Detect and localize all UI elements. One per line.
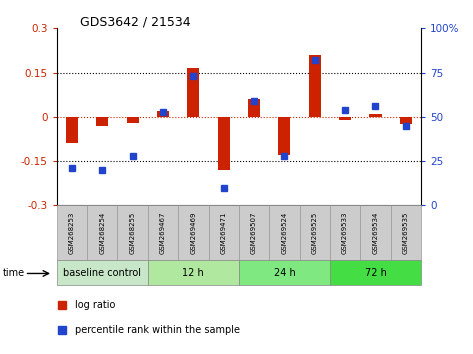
Bar xyxy=(117,205,148,260)
Text: log ratio: log ratio xyxy=(75,300,115,310)
Text: GSM269525: GSM269525 xyxy=(312,212,318,254)
Bar xyxy=(157,111,169,117)
Bar xyxy=(218,117,230,170)
Text: GSM269533: GSM269533 xyxy=(342,211,348,254)
Bar xyxy=(369,114,382,117)
Bar xyxy=(66,117,78,143)
Bar xyxy=(148,205,178,260)
Text: percentile rank within the sample: percentile rank within the sample xyxy=(75,325,240,335)
Bar xyxy=(239,205,269,260)
Bar xyxy=(239,260,330,285)
Bar xyxy=(148,260,239,285)
Text: 12 h: 12 h xyxy=(183,268,204,278)
Bar xyxy=(178,205,209,260)
Bar xyxy=(339,117,351,120)
Bar xyxy=(278,117,290,155)
Bar xyxy=(330,205,360,260)
Bar xyxy=(87,205,117,260)
Bar xyxy=(360,205,391,260)
Bar xyxy=(96,117,108,126)
Text: GSM268254: GSM268254 xyxy=(99,212,105,254)
Bar xyxy=(330,260,421,285)
Bar xyxy=(127,117,139,123)
Text: GSM269469: GSM269469 xyxy=(190,211,196,254)
Bar xyxy=(391,205,421,260)
Text: GSM269524: GSM269524 xyxy=(281,212,288,254)
Bar xyxy=(309,55,321,117)
Bar xyxy=(187,68,200,117)
Text: time: time xyxy=(2,268,25,278)
Text: GSM269467: GSM269467 xyxy=(160,211,166,254)
Text: GDS3642 / 21534: GDS3642 / 21534 xyxy=(80,16,191,29)
Text: GSM269535: GSM269535 xyxy=(403,212,409,254)
Text: GSM269471: GSM269471 xyxy=(221,211,227,254)
Bar xyxy=(299,205,330,260)
Bar xyxy=(269,205,299,260)
Bar xyxy=(248,99,260,117)
Text: GSM269507: GSM269507 xyxy=(251,211,257,254)
Bar xyxy=(209,205,239,260)
Text: GSM268253: GSM268253 xyxy=(69,212,75,254)
Text: GSM269534: GSM269534 xyxy=(372,212,378,254)
Text: GSM268255: GSM268255 xyxy=(130,212,136,254)
Text: baseline control: baseline control xyxy=(63,268,141,278)
Bar xyxy=(400,117,412,124)
Bar xyxy=(57,260,148,285)
Text: 72 h: 72 h xyxy=(365,268,386,278)
Text: 24 h: 24 h xyxy=(273,268,295,278)
Bar xyxy=(57,205,87,260)
